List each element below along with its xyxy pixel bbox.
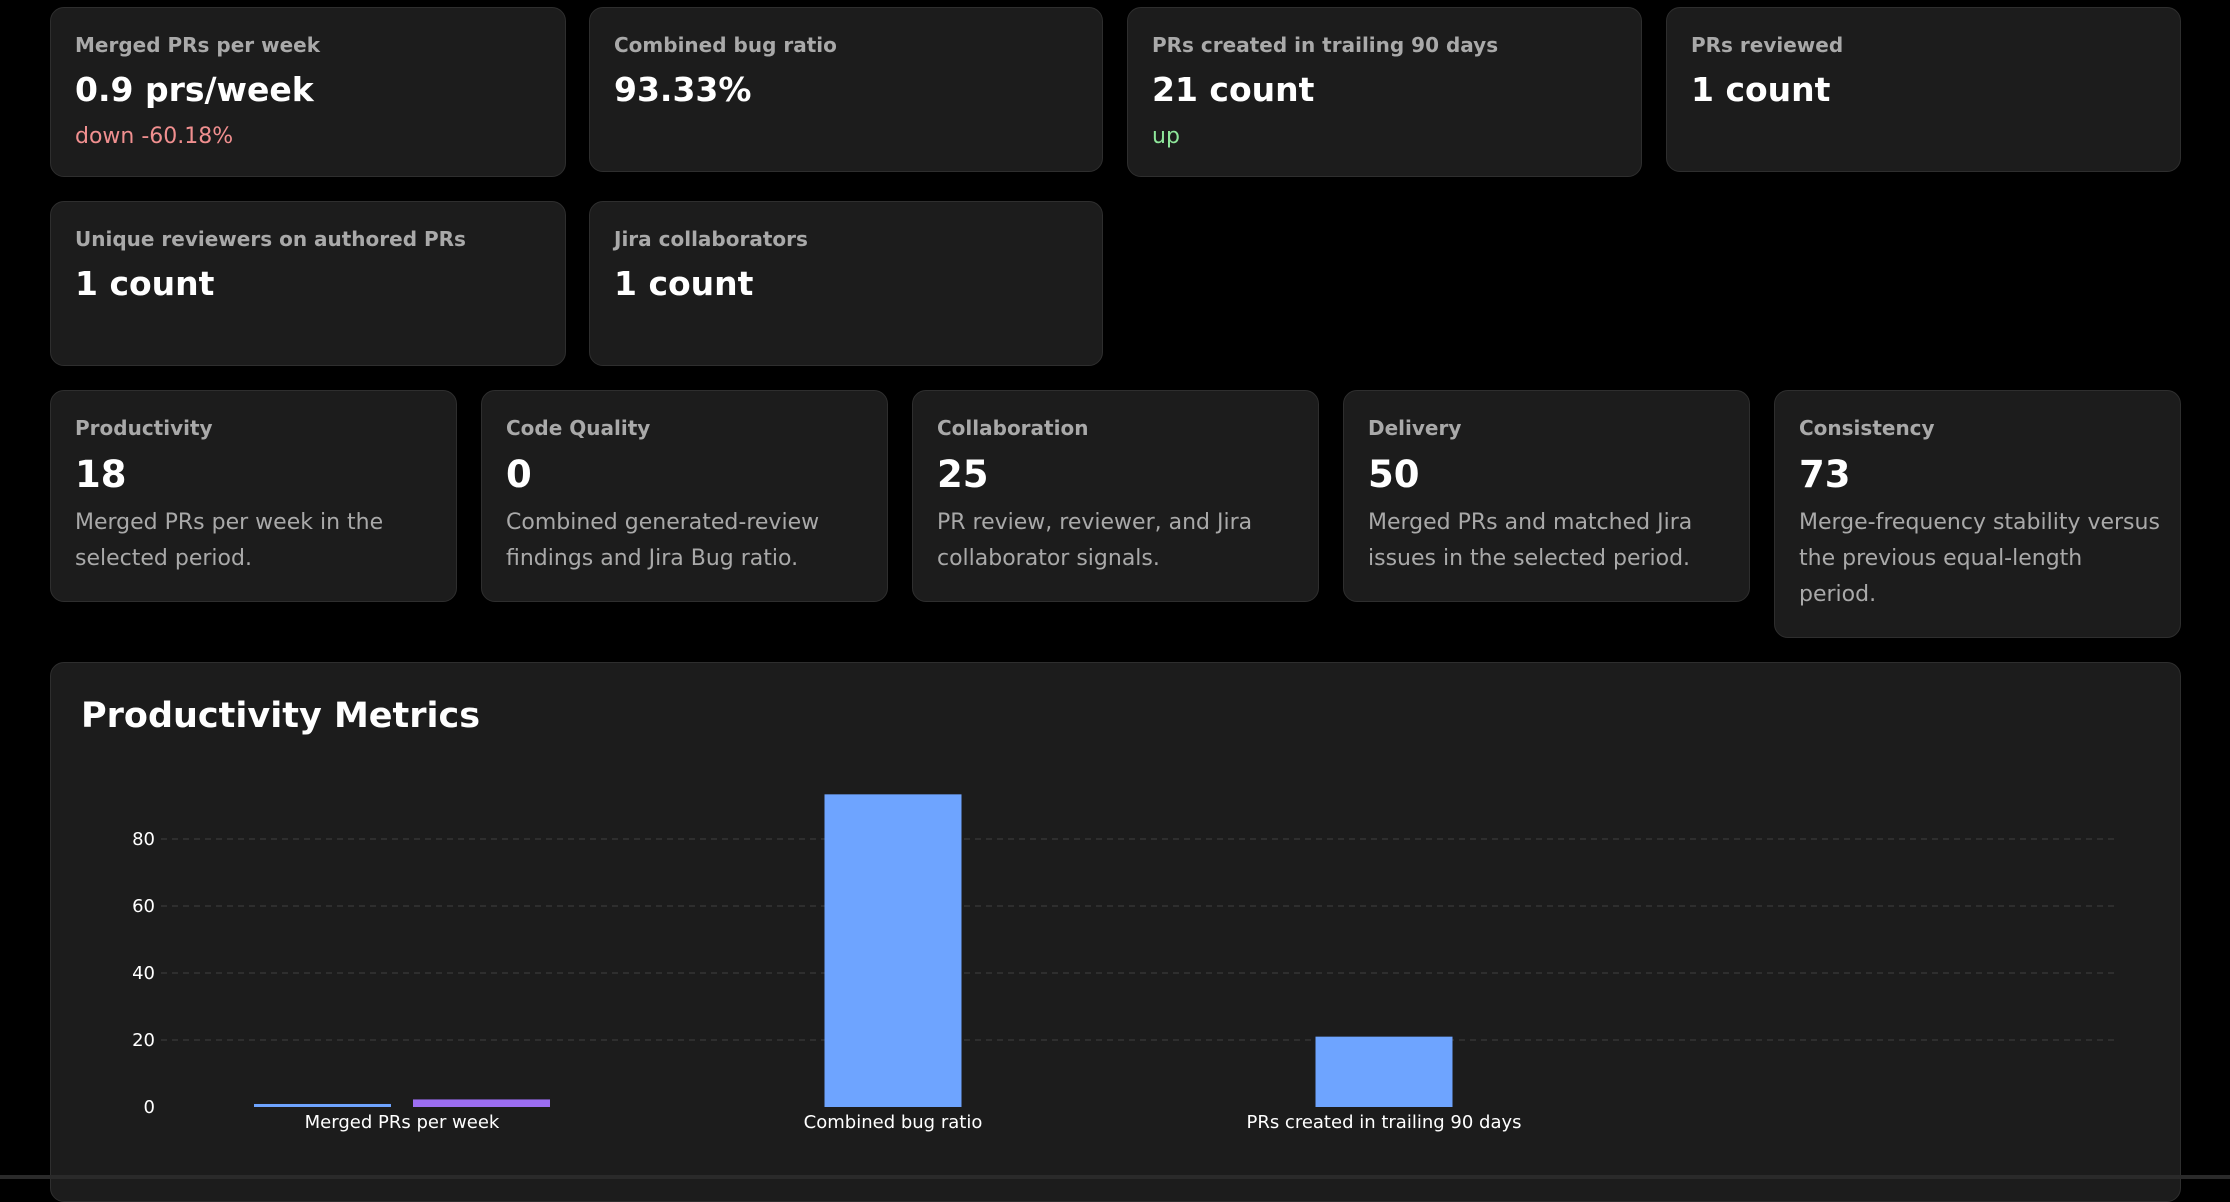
score-card-consistency: Consistency 73 Merge-frequency stability… [1774,390,2181,638]
x-tick-label: Combined bug ratio [804,1112,983,1133]
score-card-code-quality: Code Quality 0 Combined generated-review… [481,390,888,602]
x-tick-label: Merged PRs per week [305,1112,500,1133]
score-label: Consistency [1799,416,1935,440]
score-description: Combined generated-review findings and J… [506,510,820,571]
score-value: 73 [1799,453,1851,496]
score-value: 50 [1368,453,1420,496]
stat-value: 1 count [614,264,754,303]
horizontal-scrollbar[interactable] [0,1175,2230,1179]
stat-label: Combined bug ratio [614,33,837,57]
bar [254,1103,391,1107]
stat-value: 1 count [75,264,215,303]
stat-card-jira-collaborators: Jira collaborators 1 count [589,201,1103,366]
stat-label: Unique reviewers on authored PRs [75,227,466,251]
score-label: Productivity [75,416,213,440]
y-tick-label: 80 [132,829,155,850]
stat-value: 0.9 prs/week [75,70,314,109]
score-card-productivity: Productivity 18 Merged PRs per week in t… [50,390,457,602]
bar [413,1099,550,1107]
stat-trend: up [1152,124,1180,149]
score-label: Collaboration [937,416,1089,440]
x-tick-label: PRs created in trailing 90 days [1246,1112,1521,1133]
stat-label: Merged PRs per week [75,33,321,57]
y-tick-label: 20 [132,1030,155,1051]
score-description: PR review, reviewer, and Jira collaborat… [937,510,1253,571]
score-label: Delivery [1368,416,1462,440]
y-tick-label: 60 [132,896,155,917]
chart-title: Productivity Metrics [81,696,481,736]
score-card-collaboration: Collaboration 25 PR review, reviewer, an… [912,390,1319,602]
productivity-bar-chart: 0 20 40 60 80 Merged PRs per week Combined bug… [132,794,2116,1133]
stat-card-prs-reviewed: PRs reviewed 1 count [1666,7,2181,172]
score-value: 18 [75,453,127,496]
y-tick-label: 40 [132,963,155,984]
score-label: Code Quality [506,416,651,440]
stat-value: 93.33% [614,70,752,109]
stat-card-bug-ratio: Combined bug ratio 93.33% [589,7,1103,172]
score-description: Merged PRs and matched Jira issues in th… [1368,510,1693,571]
y-tick-label: 0 [144,1097,155,1118]
stat-value: 21 count [1152,70,1315,109]
score-description: Merge-frequency stability versus the pre… [1799,510,2160,607]
score-value: 0 [506,453,532,496]
score-value: 25 [937,453,989,496]
stat-card-merged-prs: Merged PRs per week 0.9 prs/week down -6… [50,7,566,177]
stat-label: PRs reviewed [1691,33,1844,57]
stat-card-prs-created: PRs created in trailing 90 days 21 count… [1127,7,1642,177]
bar [824,794,962,1107]
score-description: Merged PRs per week in the selected peri… [75,510,384,571]
stat-label: Jira collaborators [614,227,808,251]
stat-card-unique-reviewers: Unique reviewers on authored PRs 1 count [50,201,566,366]
bar [1315,1036,1453,1107]
stat-label: PRs created in trailing 90 days [1152,33,1499,57]
productivity-metrics-panel: Productivity Metrics 0 20 40 60 80 Merged PRs… [50,662,2181,1202]
score-card-delivery: Delivery 50 Merged PRs and matched Jira … [1343,390,1750,602]
stat-value: 1 count [1691,70,1831,109]
stat-trend: down -60.18% [75,124,234,149]
